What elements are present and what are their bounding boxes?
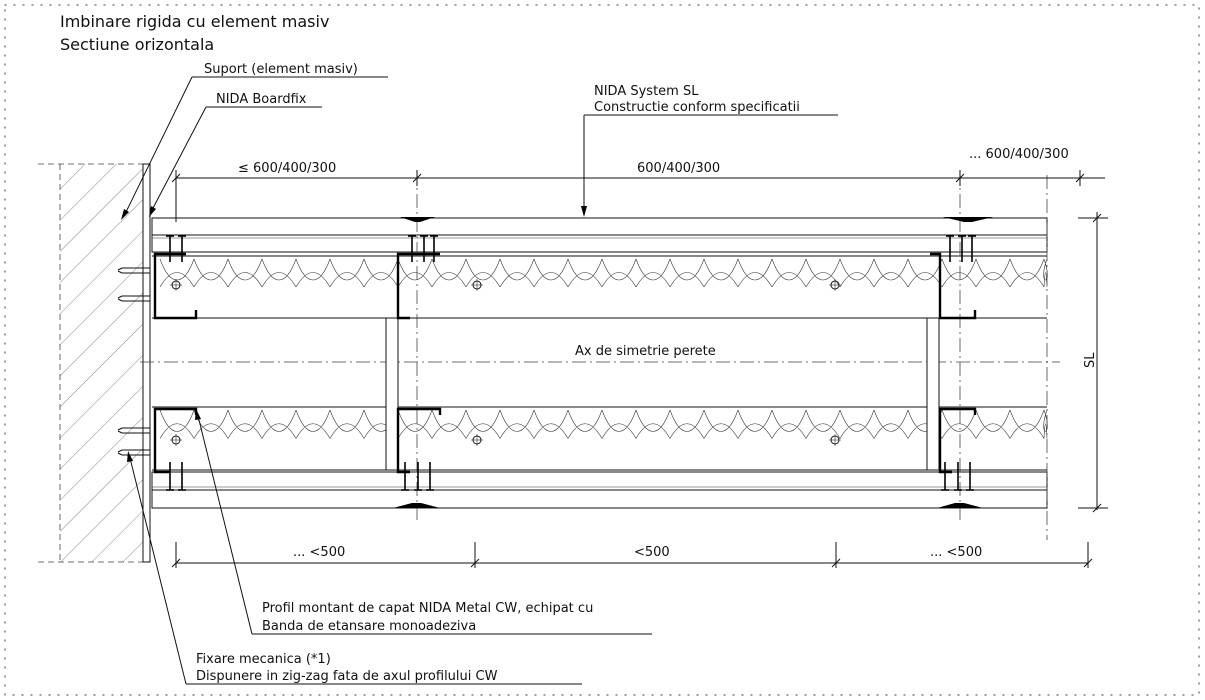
top-dimension-line [171,170,1105,222]
bottom-dimension-2: <500 [634,545,670,560]
label-fixing-line-1: Fixare mecanica (*1) [196,652,331,667]
label-support: Suport (element masiv) [204,62,358,77]
leader-boardfix [149,106,322,217]
wall-anchors [117,267,150,456]
label-profile-line-2: Banda de etansare monoadeziva [262,619,476,634]
cw-profiles-lower [153,407,977,474]
symmetry-axis-label: Ax de simetrie perete [575,344,716,359]
bottom-dimension-line [171,542,1093,568]
title-line-2: Sectiune orizontala [60,35,214,54]
stud-axes [416,170,1048,540]
boardfix-layer [142,163,151,563]
bottom-dimension-3: ... <500 [930,545,982,560]
bottom-dimension-1: ... <500 [293,545,345,560]
connection-plates [385,317,940,471]
top-dimension-3: ... 600/400/300 [969,147,1069,162]
massive-support-wall [38,163,144,563]
upper-insulation-layer [152,255,1048,319]
lower-board-layers [151,471,1048,509]
label-boardfix: NIDA Boardfix [216,92,307,107]
leader-system [581,114,838,217]
lower-insulation-layer [152,406,1048,471]
sl-dimension-line [1078,212,1108,513]
top-dimension-1: ≤ 600/400/300 [238,161,336,176]
title-line-1: Imbinare rigida cu element masiv [60,12,329,31]
cw-profiles-upper [153,252,977,320]
leader-support [121,76,388,220]
leader-fixing [127,451,582,685]
leader-profile [195,409,652,635]
label-fixing-line-2: Dispunere in zig-zag fata de axul profil… [196,669,498,684]
board-joints [393,217,993,508]
upper-board-layers [151,217,1048,253]
sl-dimension-label: SL [1083,352,1098,368]
fixing-circles [170,279,841,446]
label-profile-line-1: Profil montant de capat NIDA Metal CW, e… [262,601,593,616]
label-construction: Constructie conform specificatii [594,100,800,115]
top-dimension-2: 600/400/300 [637,161,720,176]
drawing-frame [4,4,1200,696]
label-system: NIDA System SL [594,84,699,99]
board-screws [166,235,976,491]
